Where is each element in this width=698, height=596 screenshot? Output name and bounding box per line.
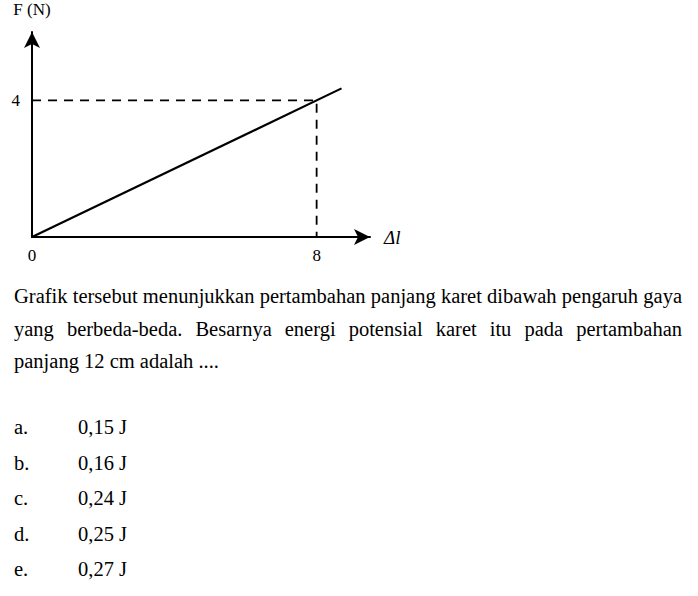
- svg-text:8: 8: [312, 246, 321, 265]
- html-text:e.: e.: [14, 558, 29, 581]
- html-text:Grafik tersebut menunjukkan pe: Grafik tersebut menunjukkan pertambahan …: [14, 285, 682, 372]
- svg-text:F (N): F (N): [13, 0, 50, 19]
- svg-text:Δl: Δl: [383, 227, 400, 248]
- html-text:0,27 J: 0,27 J: [78, 558, 127, 581]
- html-text:0,24 J: 0,24 J: [78, 487, 127, 510]
- svg-text:0: 0: [28, 246, 37, 265]
- svg-text:4: 4: [12, 91, 21, 110]
- html-text:b.: b.: [14, 451, 30, 474]
- html-text:d.: d.: [14, 522, 30, 545]
- html-text:a.: a.: [14, 416, 29, 438]
- html-text:0,15 J: 0,15 J: [78, 416, 127, 438]
- html-text:0,25 J: 0,25 J: [78, 522, 127, 545]
- html-text:c.: c.: [14, 487, 29, 510]
- html-text:0,16 J: 0,16 J: [78, 451, 127, 474]
